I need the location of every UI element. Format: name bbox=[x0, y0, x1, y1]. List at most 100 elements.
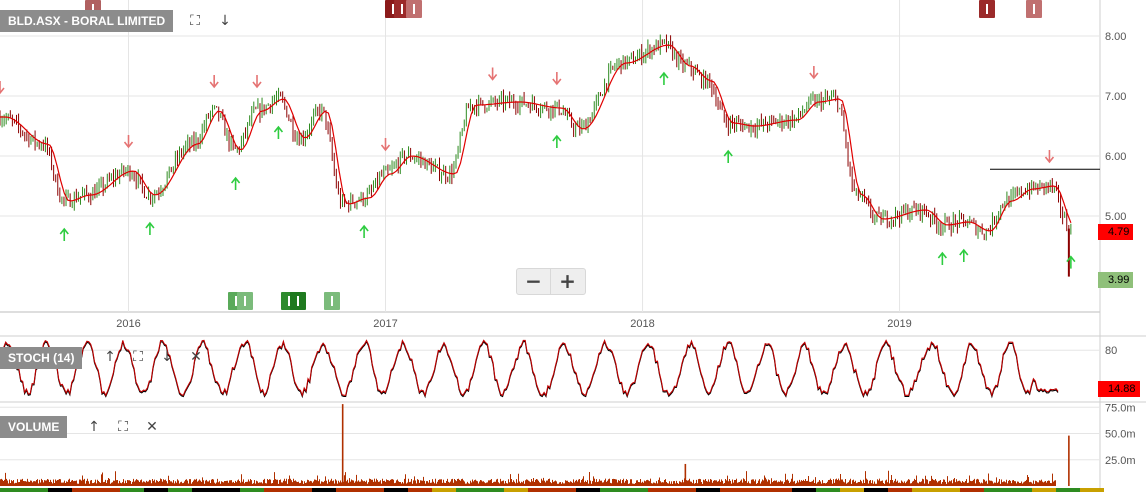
arrow-down-icon[interactable]: ↓ bbox=[219, 13, 231, 29]
price-moving-average bbox=[0, 44, 1100, 277]
signal-strip-segment bbox=[672, 488, 696, 492]
signal-strip-segment bbox=[24, 488, 48, 492]
signal-strip-segment bbox=[936, 488, 960, 492]
signal-strip-segment bbox=[840, 488, 864, 492]
stoch-k-line bbox=[0, 338, 1059, 398]
signal-strip-segment bbox=[576, 488, 600, 492]
signal-strip-segment bbox=[408, 488, 432, 492]
stoch-arrow-down-icon[interactable]: ↓ bbox=[161, 349, 173, 365]
sell-signal-arrow bbox=[123, 135, 134, 149]
signal-strip-segment bbox=[72, 488, 96, 492]
signal-strip-segment bbox=[1008, 488, 1032, 492]
signal-strip-segment bbox=[336, 488, 360, 492]
buy-event-marker bbox=[237, 292, 253, 310]
sell-signal-arrow bbox=[809, 66, 819, 80]
stoch-close-icon[interactable]: ✕ bbox=[190, 349, 202, 365]
sell-signal-arrow bbox=[0, 81, 5, 95]
signal-strip-segment bbox=[480, 488, 504, 492]
signal-strip-segment bbox=[528, 488, 552, 492]
sell-event-marker bbox=[406, 0, 422, 18]
buy-signal-arrow bbox=[59, 227, 69, 241]
signal-strip-segment bbox=[456, 488, 480, 492]
volume-close-icon[interactable]: ✕ bbox=[146, 419, 158, 435]
volume-expand-icon[interactable]: ⛶ bbox=[118, 419, 128, 435]
signal-strip-segment bbox=[960, 488, 984, 492]
stoch-title: STOCH (14) bbox=[0, 347, 83, 369]
sell-signal-arrow bbox=[380, 138, 391, 152]
sell-event-marker bbox=[979, 0, 995, 18]
signal-strip-segment bbox=[1032, 488, 1056, 492]
signal-strip-segment bbox=[192, 488, 216, 492]
buy-event-marker bbox=[290, 292, 306, 310]
zoom-out-button[interactable]: − bbox=[517, 269, 551, 294]
signal-arrows bbox=[0, 66, 1076, 269]
volume-tick-label: 50.0m bbox=[1105, 429, 1136, 441]
x-tick-label: 2016 bbox=[116, 318, 140, 330]
signal-strip-segment bbox=[384, 488, 408, 492]
signal-strip-segment bbox=[1080, 488, 1104, 492]
buy-signal-arrow bbox=[659, 71, 669, 85]
last-price-tag: 4.79 bbox=[1098, 224, 1134, 240]
price-tick-label: 6.00 bbox=[1105, 151, 1126, 163]
stoch-value-tag: 14.88 bbox=[1098, 381, 1140, 397]
signal-strip-segment bbox=[360, 488, 384, 492]
x-tick-label: 2017 bbox=[373, 318, 397, 330]
signal-strip-segment bbox=[600, 488, 624, 492]
price-ma-line bbox=[0, 44, 1072, 232]
price-tick-label: 5.00 bbox=[1105, 211, 1126, 223]
signal-strip-segment bbox=[624, 488, 648, 492]
expand-icon[interactable]: ⛶ bbox=[190, 13, 200, 29]
buy-signal-arrow bbox=[959, 248, 969, 262]
buy-signal-arrow bbox=[937, 251, 947, 265]
sell-signal-arrow bbox=[209, 75, 219, 89]
signal-strip-segment bbox=[792, 488, 816, 492]
signal-strip-segment bbox=[216, 488, 240, 492]
buy-signal-arrow bbox=[273, 125, 284, 139]
sell-signal-arrow bbox=[252, 75, 262, 89]
signal-strip-segment bbox=[0, 488, 24, 492]
signal-strip-segment bbox=[312, 488, 336, 492]
price-tick-label: 8.00 bbox=[1105, 31, 1126, 43]
sell-signal-arrow bbox=[552, 72, 562, 86]
buy-signal-arrow bbox=[230, 176, 241, 190]
zoom-in-button[interactable]: + bbox=[559, 269, 576, 293]
signal-strip-segment bbox=[912, 488, 936, 492]
symbol-title: BLD.ASX - BORAL LIMITED bbox=[0, 10, 174, 32]
signal-strip-segment bbox=[120, 488, 144, 492]
signal-strip-segment bbox=[264, 488, 288, 492]
signal-strip-segment bbox=[288, 488, 312, 492]
signal-strip-segment bbox=[984, 488, 1008, 492]
signal-strip-segment bbox=[744, 488, 768, 492]
sell-signal-arrow bbox=[487, 67, 498, 81]
signal-strip-segment bbox=[504, 488, 528, 492]
signal-strip-segment bbox=[552, 488, 576, 492]
signal-strip-segment bbox=[48, 488, 72, 492]
volume-arrow-up-icon[interactable]: ↑ bbox=[88, 419, 100, 435]
signal-strip-segment bbox=[864, 488, 888, 492]
stoch-lines bbox=[0, 338, 1059, 399]
buy-signal-arrow bbox=[723, 149, 733, 163]
signal-strip-segment bbox=[96, 488, 120, 492]
signal-strip-segment bbox=[816, 488, 840, 492]
stoch-arrow-up-icon[interactable]: ↑ bbox=[104, 349, 116, 365]
signal-strip-segment bbox=[168, 488, 192, 492]
signal-strip-segment bbox=[696, 488, 720, 492]
event-markers bbox=[85, 0, 1042, 310]
buy-signal-arrow bbox=[359, 224, 369, 238]
sell-event-marker bbox=[1026, 0, 1042, 18]
signal-strip-segment bbox=[888, 488, 912, 492]
buy-signal-arrow bbox=[552, 134, 562, 148]
signal-strip-segment bbox=[768, 488, 792, 492]
price-candles bbox=[0, 34, 1072, 241]
volume-tick-label: 75.0m bbox=[1105, 402, 1136, 414]
price-tick-label: 7.00 bbox=[1105, 91, 1126, 103]
x-tick-label: 2019 bbox=[887, 318, 911, 330]
volume-title: VOLUME bbox=[0, 416, 68, 438]
signal-strip-segment bbox=[648, 488, 672, 492]
signal-strip-segment bbox=[720, 488, 744, 492]
volume-bars bbox=[0, 404, 1104, 492]
stoch-expand-icon[interactable]: ⛶ bbox=[133, 349, 143, 365]
signal-strip-segment bbox=[432, 488, 456, 492]
